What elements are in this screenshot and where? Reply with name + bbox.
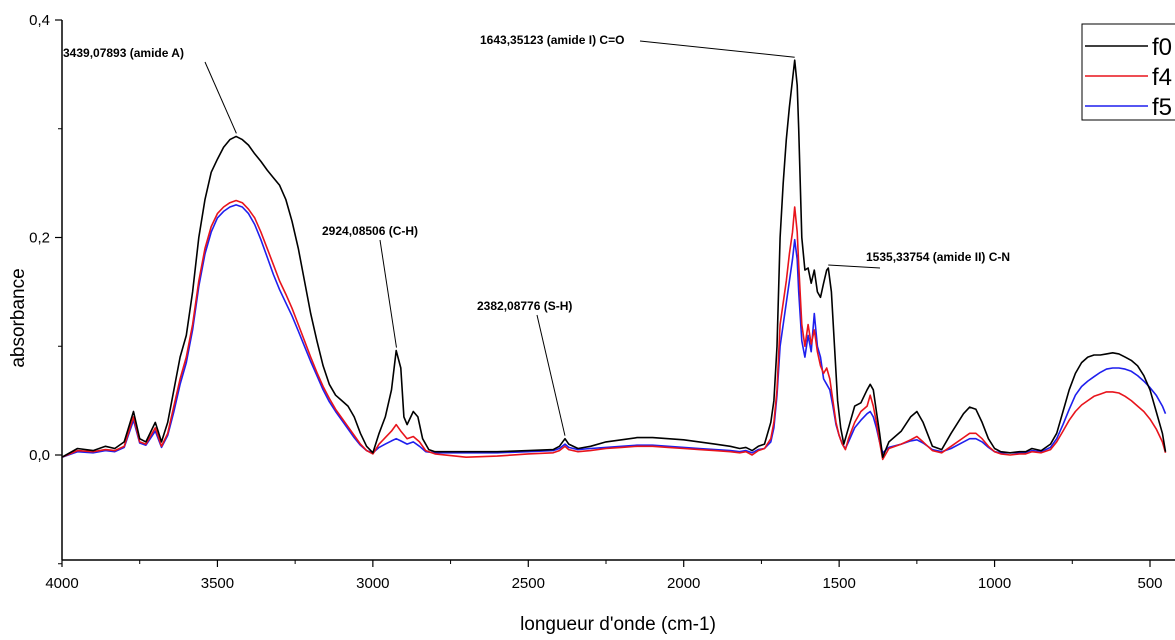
x-tick-label: 1000: [978, 575, 1011, 592]
legend-label-f0: f0: [1152, 34, 1172, 61]
annotations: 3439,07893 (amide A) 2924,08506 (C-H) 2382…: [63, 33, 1010, 436]
x-axis-title: longueur d'onde (cm-1): [520, 614, 716, 635]
legend-label-f5: f5: [1152, 94, 1172, 121]
annotation-label: 3439,07893 (amide A): [63, 46, 184, 60]
annotation-label: 1643,35123 (amide I) C=O: [480, 33, 624, 47]
annotation-leader: [639, 40, 795, 58]
legend-box: [1081, 23, 1175, 121]
annotation-label: 2382,08776 (S-H): [477, 299, 572, 313]
annotation-leader: [379, 239, 397, 348]
annotation-leader: [536, 314, 566, 436]
annotation-label: 1535,33754 (amide II) C-N: [866, 250, 1010, 264]
legend: f0 f4 f5: [1081, 23, 1175, 121]
x-tick-label: 2000: [667, 575, 700, 592]
y-tick-label: 0,0: [29, 447, 50, 464]
annotation-label: 2924,08506 (C-H): [322, 224, 418, 238]
legend-label-f4: f4: [1152, 64, 1172, 91]
x-tick-label: 3000: [356, 575, 389, 592]
x-tick-label: 500: [1137, 575, 1162, 592]
y-tick-label: 0,2: [29, 230, 50, 247]
x-tick-label: 3500: [201, 575, 234, 592]
series-line-f4: [62, 199, 1167, 461]
series-line-f5: [62, 204, 1167, 458]
annotation-leader: [204, 61, 237, 134]
x-tick-label: 1500: [822, 575, 855, 592]
series-group: [62, 59, 1167, 461]
x-ticks: 4000 3500 3000 2500 2000 1500 1000 500: [45, 560, 1163, 592]
series-line-f0: [62, 59, 1167, 458]
x-tick-label: 4000: [45, 575, 78, 592]
y-tick-label: 0,4: [29, 12, 50, 29]
x-tick-label: 2500: [512, 575, 545, 592]
y-axis-title: absorbance: [8, 268, 29, 367]
y-ticks: 0,0 0,2 0,4: [29, 12, 62, 565]
annotation-leader: [828, 264, 881, 269]
